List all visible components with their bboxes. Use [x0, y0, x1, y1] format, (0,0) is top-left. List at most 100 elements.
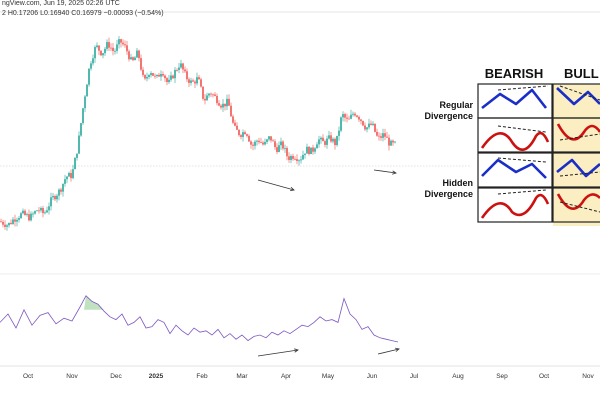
candle-body	[154, 75, 156, 77]
candle-body	[100, 50, 102, 56]
x-tick-label: Nov	[582, 373, 594, 380]
candle-body	[8, 222, 10, 226]
candle-body	[24, 210, 26, 215]
bull-regular-osc	[556, 123, 600, 141]
candle-body	[270, 136, 272, 141]
candle-body	[392, 140, 394, 143]
inset-row-title: Hidden	[443, 178, 474, 188]
bearish-hidden-price-dash	[497, 157, 547, 163]
candle-body	[286, 148, 288, 157]
candle-body	[370, 123, 372, 125]
candle-body	[52, 196, 54, 198]
bearish-hidden-price	[481, 158, 547, 179]
oscillator-line	[0, 295, 399, 343]
candle-body	[328, 135, 330, 139]
candle-body	[144, 75, 146, 79]
candle-body	[342, 114, 344, 118]
candle-body	[74, 157, 76, 170]
x-tick-label: Aug	[452, 373, 464, 380]
candle-body	[356, 115, 358, 117]
candle-body	[168, 79, 170, 83]
candle-body	[156, 74, 158, 77]
candle-body	[60, 189, 62, 192]
candle-body	[96, 45, 98, 48]
bearish-regular-osc	[480, 131, 550, 151]
candle-body	[388, 137, 390, 146]
candle-body	[218, 103, 220, 106]
candle-body	[10, 222, 12, 224]
price-trendline-jun	[373, 169, 397, 174]
inset-row-title: Divergence	[424, 111, 473, 121]
candle-body	[322, 137, 324, 142]
bull-hidden-price	[556, 158, 600, 178]
candle-body	[368, 123, 370, 128]
candle-body	[130, 57, 132, 60]
candle-body	[124, 44, 126, 46]
candle-body	[38, 210, 40, 212]
candle-body	[78, 135, 80, 154]
candle-body	[266, 139, 268, 142]
inset-col-title-bearish: BEARISH	[485, 66, 544, 81]
candle-body	[272, 140, 274, 142]
candle-body	[382, 133, 384, 138]
candle-body	[214, 94, 216, 96]
candle-body	[186, 71, 188, 80]
x-tick-label: Jun	[367, 373, 378, 380]
candle-body	[232, 116, 234, 123]
candle-body	[42, 208, 44, 214]
candle-body	[164, 75, 166, 79]
candle-body	[306, 146, 308, 154]
candle-body	[18, 218, 20, 220]
inset-cell	[477, 152, 553, 188]
x-tick-label: 2025	[149, 373, 164, 380]
oscillator-trendline-jun	[377, 348, 400, 355]
bull-regular-osc-dash	[559, 133, 600, 141]
candle-body	[0, 221, 2, 223]
candle-body	[374, 123, 376, 132]
price-trendline-mar-apr-head	[289, 187, 295, 192]
candle-body	[166, 78, 168, 83]
candle-body	[14, 219, 16, 222]
x-tick-label: Feb	[196, 373, 208, 380]
candle-body	[244, 132, 246, 135]
candle-body	[320, 137, 322, 140]
oscillator-trendline-mar-apr-head	[294, 348, 299, 353]
candle-body	[86, 84, 88, 97]
x-tick-label: Sep	[496, 373, 508, 380]
candle-body	[216, 95, 218, 104]
candle-body	[298, 160, 300, 162]
candle-body	[54, 196, 56, 200]
candle-body	[114, 50, 116, 52]
candle-body	[194, 81, 196, 84]
time-axis: Oct Nov Dec 2025 Feb Mar Apr May Jun Jul Aug Sep Oct…	[23, 373, 595, 380]
candle-body	[360, 119, 362, 121]
candle-body	[82, 108, 84, 124]
candle-body	[182, 63, 184, 70]
bearish-hidden-osc	[480, 193, 550, 219]
candle-body	[104, 48, 106, 54]
candle-body	[94, 47, 96, 59]
bull-hidden-osc-dash	[559, 201, 600, 213]
candle-body	[180, 63, 182, 68]
candle-body	[376, 131, 378, 136]
ohlc-readout: 2 H0.17206 L0.16940 C0.16979 −0.00093 (−…	[2, 10, 164, 17]
candle-body	[198, 77, 200, 80]
x-tick-label: Oct	[23, 373, 33, 380]
candle-body	[314, 148, 316, 152]
candle-body	[238, 129, 240, 136]
candle-body	[236, 125, 238, 130]
candle-body	[250, 141, 252, 145]
candle-body	[230, 105, 232, 117]
bearish-regular-price	[481, 88, 548, 110]
candle-body	[268, 136, 270, 140]
candle-body	[262, 142, 264, 145]
candle-body	[358, 116, 360, 120]
candle-body	[372, 123, 374, 125]
candle-body	[44, 212, 46, 214]
oscillator-trendline-jun-head	[395, 347, 400, 352]
candle-body	[254, 141, 256, 146]
candle-body	[62, 183, 64, 192]
candle-body	[246, 134, 248, 136]
candle-body	[158, 74, 160, 77]
